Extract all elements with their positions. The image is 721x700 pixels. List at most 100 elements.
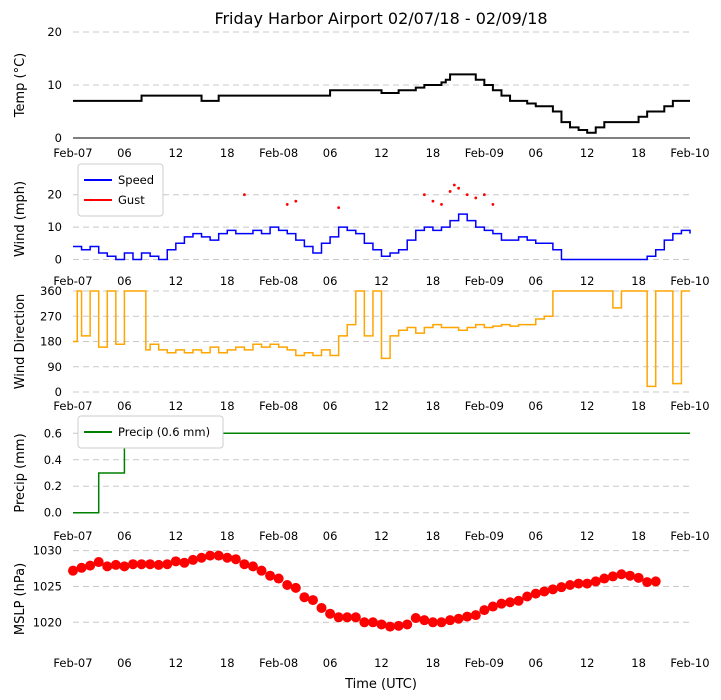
x-tick-label: 18 bbox=[631, 656, 646, 670]
data-point bbox=[367, 617, 378, 628]
x-tick-label: 12 bbox=[374, 274, 389, 288]
x-tick-label: 18 bbox=[220, 274, 235, 288]
data-point bbox=[179, 557, 190, 568]
y-tick-label: 0.4 bbox=[44, 453, 62, 467]
x-tick-label: Feb-09 bbox=[465, 274, 504, 288]
data-point bbox=[213, 550, 224, 561]
x-tick-label: Feb-07 bbox=[53, 529, 92, 543]
data-point bbox=[496, 598, 507, 609]
y-axis-label: Wind (mph) bbox=[13, 181, 28, 257]
data-point bbox=[474, 196, 478, 200]
data-point bbox=[385, 621, 396, 632]
data-point bbox=[565, 580, 576, 591]
legend-label: Precip (0.6 mm) bbox=[118, 425, 210, 439]
y-tick-label: 90 bbox=[47, 360, 62, 374]
x-tick-label: Feb-08 bbox=[259, 529, 298, 543]
x-tick-label: 06 bbox=[323, 656, 338, 670]
x-tick-label: Feb-08 bbox=[259, 274, 298, 288]
data-point bbox=[547, 584, 558, 595]
y-tick-label: 1030 bbox=[33, 544, 62, 558]
y-tick-label: 1025 bbox=[33, 579, 62, 593]
x-tick-label: 18 bbox=[220, 399, 235, 413]
x-tick-label: 12 bbox=[580, 146, 595, 160]
data-point bbox=[465, 193, 469, 197]
x-tick-label: 06 bbox=[117, 529, 132, 543]
panel-dir: 0 90 180 270 360 Feb-07 06 12 18 Feb-08 06 12 18 Feb-… bbox=[13, 284, 710, 413]
x-tick-label: 18 bbox=[220, 656, 235, 670]
y-tick-label: 0.2 bbox=[44, 479, 62, 493]
x-tick-label: 18 bbox=[220, 146, 235, 160]
x-tick-label: 12 bbox=[374, 529, 389, 543]
y-tick-label: 0 bbox=[55, 131, 62, 145]
y-tick-label: 10 bbox=[47, 220, 62, 234]
data-point bbox=[462, 611, 473, 622]
data-point bbox=[482, 193, 486, 197]
data-point bbox=[337, 206, 341, 210]
x-tick-label: Feb-08 bbox=[259, 146, 298, 160]
x-tick-label: 12 bbox=[374, 146, 389, 160]
data-point bbox=[350, 612, 361, 623]
data-point bbox=[642, 577, 653, 588]
data-point bbox=[457, 186, 461, 190]
data-point bbox=[616, 569, 627, 580]
x-tick-label: 12 bbox=[169, 274, 184, 288]
x-tick-label: 12 bbox=[169, 146, 184, 160]
x-tick-label: Feb-09 bbox=[465, 529, 504, 543]
data-point bbox=[93, 557, 104, 568]
panel-precip: 0.0 0.2 0.4 0.6 Feb-07 06 12 18 Feb-08 06 12 18 Feb-… bbox=[13, 415, 710, 543]
data-point bbox=[85, 560, 96, 571]
data-point bbox=[196, 552, 207, 563]
x-tick-label: Feb-07 bbox=[53, 146, 92, 160]
x-tick-label: Feb-07 bbox=[53, 399, 92, 413]
x-tick-label: Feb-10 bbox=[670, 399, 709, 413]
x-tick-label: Feb-07 bbox=[53, 656, 92, 670]
panel-mslp: 1020 1025 1030 Feb-07 06 12 18 Feb-08 06 12 18 Feb-… bbox=[13, 544, 710, 670]
x-tick-label: Feb-07 bbox=[53, 274, 92, 288]
data-point bbox=[650, 576, 661, 587]
legend-label: Gust bbox=[118, 193, 145, 207]
x-tick-label: 18 bbox=[426, 656, 441, 670]
x-tick-label: 18 bbox=[220, 529, 235, 543]
data-point bbox=[294, 199, 298, 203]
data-point bbox=[530, 588, 541, 599]
y-tick-label: 10 bbox=[47, 78, 62, 92]
x-tick-label: 06 bbox=[117, 399, 132, 413]
data-point bbox=[170, 556, 181, 567]
x-tick-label: 06 bbox=[528, 529, 543, 543]
series-line bbox=[73, 213, 691, 261]
data-point bbox=[222, 552, 233, 563]
data-point bbox=[230, 554, 241, 565]
data-point bbox=[419, 615, 430, 626]
y-tick-label: 0.0 bbox=[44, 506, 62, 520]
x-tick-label: 18 bbox=[426, 274, 441, 288]
x-tick-label: Feb-10 bbox=[670, 656, 709, 670]
data-point bbox=[325, 608, 336, 619]
data-point bbox=[145, 559, 156, 570]
x-tick-label: 12 bbox=[169, 656, 184, 670]
y-tick-label: 0.6 bbox=[44, 426, 62, 440]
x-tick-label: 18 bbox=[426, 146, 441, 160]
data-point bbox=[187, 554, 198, 565]
data-point bbox=[256, 565, 267, 576]
chart-title: Friday Harbor Airport 02/07/18 - 02/09/1… bbox=[214, 9, 547, 28]
data-point bbox=[76, 562, 87, 573]
legend: Speed Gust bbox=[77, 163, 164, 217]
x-tick-label: 12 bbox=[169, 529, 184, 543]
x-tick-label: 18 bbox=[631, 274, 646, 288]
data-point bbox=[402, 619, 413, 630]
data-point bbox=[487, 601, 498, 612]
series-line bbox=[73, 290, 690, 388]
x-tick-label: Feb-09 bbox=[465, 656, 504, 670]
x-tick-label: 12 bbox=[169, 399, 184, 413]
data-point bbox=[445, 615, 456, 626]
x-tick-label: Feb-08 bbox=[259, 656, 298, 670]
x-tick-label: 06 bbox=[323, 529, 338, 543]
data-point bbox=[393, 620, 404, 631]
data-point bbox=[136, 559, 147, 570]
panel-temp: 0 10 20 Feb-07 06 12 18 Feb-08 06 12 18 Feb-09 06 12 1… bbox=[13, 25, 710, 160]
data-point bbox=[448, 190, 452, 193]
data-point bbox=[282, 580, 293, 591]
data-point bbox=[376, 619, 387, 630]
data-point bbox=[440, 203, 443, 206]
